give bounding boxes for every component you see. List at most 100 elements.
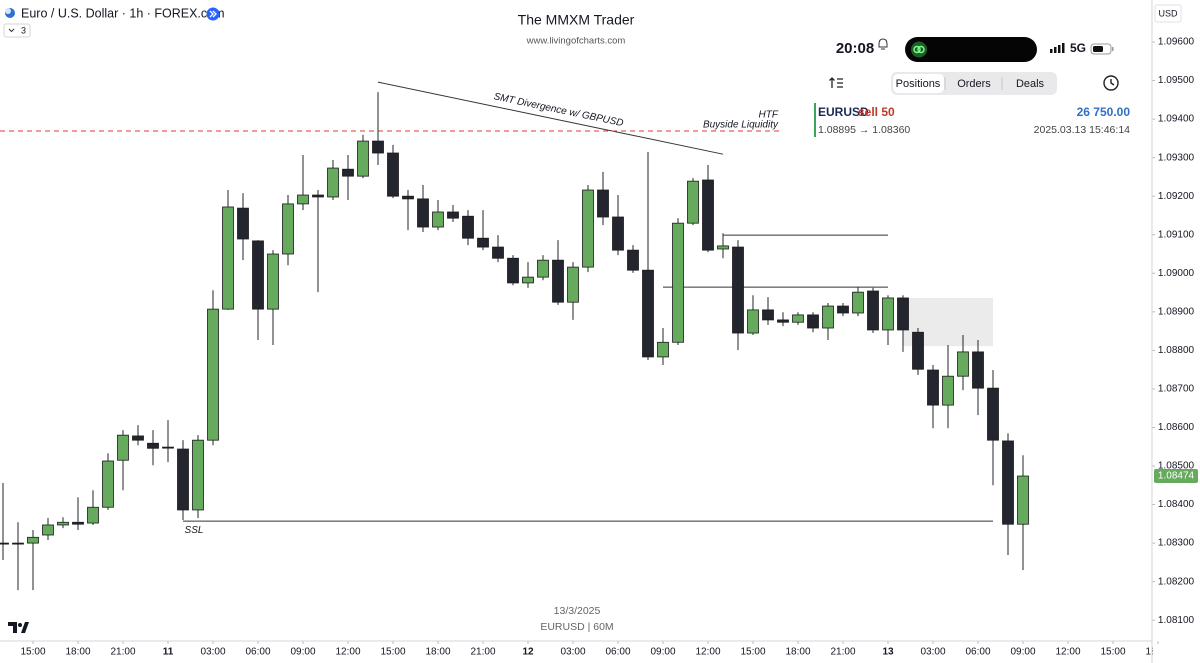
battery xyxy=(1090,43,1112,55)
candle-body xyxy=(597,189,609,218)
tab[interactable]: Deals xyxy=(1016,78,1045,90)
candle-body xyxy=(612,216,624,251)
candle-body xyxy=(837,305,849,314)
candle-body xyxy=(777,319,789,323)
position-timestamp: 2025.03.13 15:46:14 xyxy=(1034,124,1131,136)
candle-body xyxy=(387,152,399,197)
candle-body xyxy=(1002,440,1014,525)
tv-logo xyxy=(8,622,29,633)
x-tick-label: 12:00 xyxy=(1055,647,1080,658)
network: 5G xyxy=(1070,41,1086,55)
candle-body xyxy=(432,211,444,228)
y-tick-label: 1.08900 xyxy=(1158,306,1195,317)
candle-body xyxy=(207,308,219,441)
candle-body xyxy=(942,375,954,406)
battery-level xyxy=(1093,46,1103,52)
candle-body xyxy=(867,290,879,331)
island-icon xyxy=(917,45,925,54)
sort-icon[interactable] xyxy=(829,77,844,88)
candle-body xyxy=(282,203,294,255)
x-tick-label: 21:00 xyxy=(470,647,495,658)
x-tick-label: 06:00 xyxy=(245,647,270,658)
collapse-icon xyxy=(209,10,217,18)
x-tick-label: 21:00 xyxy=(830,647,855,658)
symbol-icon xyxy=(5,8,11,14)
x-tick-label: 09:00 xyxy=(1010,647,1035,658)
candle-body xyxy=(852,291,864,314)
plot-area xyxy=(0,81,1029,591)
candle-body xyxy=(927,369,939,406)
position-symbol: EURUSD xyxy=(818,105,869,119)
candle-body xyxy=(27,536,39,544)
y-tick-label: 1.08800 xyxy=(1158,345,1195,356)
candle-body xyxy=(312,194,324,198)
candle-body xyxy=(12,542,24,545)
candle-body xyxy=(177,448,189,511)
y-tick-label: 1.08600 xyxy=(1158,422,1195,433)
candle-body xyxy=(642,269,654,358)
candle-body xyxy=(357,140,369,177)
position-profit: 26 750.00 xyxy=(1077,105,1131,119)
candle-body xyxy=(567,266,579,303)
candle-body xyxy=(717,245,729,250)
x-tick-label: 15:00 xyxy=(20,647,45,658)
candle-body xyxy=(972,351,984,389)
y-tick-label: 1.08300 xyxy=(1158,538,1195,549)
x-tick-label: 12:00 xyxy=(335,647,360,658)
candle-body xyxy=(582,189,594,268)
candle-body xyxy=(537,259,549,278)
candle-body xyxy=(327,167,339,198)
candle-body xyxy=(522,276,534,284)
x-tick-label: 13 xyxy=(882,647,894,658)
candle-body xyxy=(342,168,354,177)
island-icon xyxy=(911,41,927,58)
currency: USD xyxy=(1158,8,1178,18)
y-tick-label: 1.09300 xyxy=(1158,152,1195,163)
candle-body xyxy=(657,341,669,358)
candle-body xyxy=(132,435,144,441)
candle-body xyxy=(492,246,504,259)
tab[interactable]: Orders xyxy=(957,78,991,90)
x-tick-label: 06:00 xyxy=(605,647,630,658)
currency-box[interactable] xyxy=(1154,4,1182,23)
x-tick-label: 15:00 xyxy=(380,647,405,658)
source-label: EURUSD | 60M xyxy=(540,621,613,633)
island-icon xyxy=(913,45,921,54)
y-tick-label: 1.09100 xyxy=(1158,229,1195,240)
candle-body xyxy=(762,309,774,321)
candle-body xyxy=(912,331,924,370)
y-tick-label: 1.09200 xyxy=(1158,191,1195,202)
history-icon[interactable] xyxy=(1103,75,1119,91)
candle-body xyxy=(417,198,429,228)
y-tick-label: 1.08500 xyxy=(1158,461,1195,472)
candle-body xyxy=(102,460,114,508)
candle-body xyxy=(222,206,234,310)
axis-cover xyxy=(1153,645,1200,663)
candle-body xyxy=(792,314,804,323)
position-marker xyxy=(814,103,816,137)
y-tick-label: 1.08100 xyxy=(1158,615,1195,626)
candle-body xyxy=(372,140,384,154)
annotation-line xyxy=(377,81,724,155)
x-tick-label: 09:00 xyxy=(650,647,675,658)
candle-body xyxy=(507,257,519,284)
candle-body xyxy=(1017,475,1029,525)
indicator-toggle[interactable] xyxy=(3,23,31,38)
candle-body xyxy=(807,314,819,329)
y-tick-label: 1.08400 xyxy=(1158,499,1195,510)
annotation-label: SSL xyxy=(185,525,204,536)
candle-body xyxy=(192,439,204,511)
candle-body xyxy=(687,180,699,224)
bell-icon xyxy=(878,38,888,50)
candle-body xyxy=(117,434,129,461)
x-tick-label: 15:00 xyxy=(740,647,765,658)
candle-body xyxy=(747,309,759,334)
tab[interactable]: Positions xyxy=(896,78,941,90)
candle-body xyxy=(42,524,54,536)
chart-subtitle: www.livingofcharts.com xyxy=(526,36,626,47)
candle-body xyxy=(237,207,249,240)
chart-title: The MMXM Trader xyxy=(518,12,635,28)
candle-body xyxy=(957,351,969,377)
x-tick-label: 12:00 xyxy=(695,647,720,658)
x-tick-label: 06:00 xyxy=(965,647,990,658)
